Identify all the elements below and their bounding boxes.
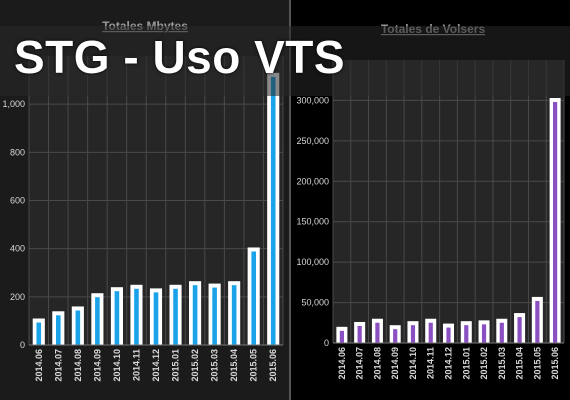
x-tick-label: 2015.02 [479,347,489,380]
bar-fill [75,310,81,345]
x-tick-label: 2014.07 [53,349,63,382]
x-tick-label: 2015.05 [249,349,259,382]
x-tick-label: 2015.02 [190,349,200,382]
x-tick-label: 2014.07 [355,347,365,380]
bar-fill [464,325,469,343]
x-tick-label: 2015.01 [461,347,471,380]
x-tick-label: 2014.06 [337,347,347,380]
x-tick-label: 2014.08 [73,349,83,382]
x-tick-label: 2014.06 [34,349,44,382]
bar-fill [517,317,522,343]
chart-panel-volsers: Totales de Volsers 050,000100,000150,000… [291,0,570,400]
bar-fill [231,285,237,345]
bar-fill [535,300,540,343]
x-tick-label: 2014.10 [408,347,418,380]
x-tick-label: 2014.11 [426,347,436,379]
bar-fill [375,322,380,343]
x-tick-label: 2014.12 [444,347,454,380]
bar-fill [481,324,487,343]
title-banner [0,26,570,96]
bar-fill [393,329,398,343]
bar-fill [357,325,362,343]
x-tick-label: 2015.03 [210,349,220,382]
bar-fill [56,315,61,345]
bar-fill [192,285,198,345]
chart-mbytes: Totales Mbytes 02004006008001,0002014.06… [2,19,284,382]
x-tick-label: 2014.10 [112,349,122,382]
x-tick-label: 2015.03 [497,347,507,380]
bar-fill [36,322,42,345]
y-tick-label: 0 [20,340,25,350]
bar-fill [270,76,276,345]
x-tick-label: 2014.09 [390,347,400,380]
y-tick-label: 800 [10,147,25,157]
bar-fill [114,291,120,345]
bar-fill [499,322,504,343]
chart-volsers: Totales de Volsers 050,000100,000150,000… [296,22,565,380]
x-tick-label: 2015.04 [229,349,239,382]
bar-fill [446,327,451,343]
bar-fill [251,251,256,345]
bar-fill [553,102,558,343]
x-tick-label: 2015.01 [171,349,181,382]
y-tick-label: 400 [10,244,25,254]
banner-title: STG - Uso VTS [14,31,346,83]
bar-fill [410,325,416,343]
x-tick-label: 2014.08 [372,347,382,380]
x-tick-label: 2014.12 [151,349,161,382]
y-tick-label: 100,000 [296,257,329,267]
x-tick-label: 2015.06 [550,347,560,380]
x-tick-label: 2015.05 [532,347,542,380]
bar-fill [428,322,433,343]
y-tick-label: 200,000 [296,176,329,186]
bar-fill [339,330,344,343]
y-tick-label: 300,000 [296,95,329,105]
x-tick-label: 2015.04 [515,347,525,380]
plot-area [333,60,564,343]
bar-fill [212,287,217,345]
x-tick-label: 2015.06 [268,349,278,382]
bar-fill [95,297,100,345]
bar-fill [173,288,178,345]
x-tick-label: 2014.09 [92,349,102,382]
y-tick-label: 600 [10,196,25,206]
y-tick-label: 0 [324,338,329,348]
bar-fill [153,292,159,345]
y-tick-label: 250,000 [296,136,329,146]
y-tick-label: 50,000 [301,298,329,308]
y-tick-label: 150,000 [296,217,329,227]
y-tick-label: 200 [10,292,25,302]
bar-fill [134,288,139,345]
y-tick-label: 1,000 [2,99,25,109]
x-tick-label: 2014.11 [131,349,141,381]
